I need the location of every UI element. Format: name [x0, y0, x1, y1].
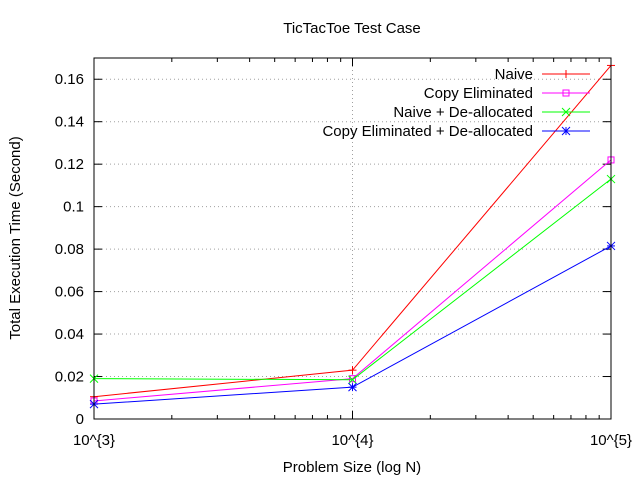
- y-tick-label: 0.14: [55, 114, 84, 131]
- data-point: [348, 375, 357, 385]
- y-tick-label: 0.08: [55, 241, 84, 258]
- legend: Naive Copy Eliminated Naive + De-allocated…: [322, 66, 590, 140]
- y-tick-label: 0.16: [55, 71, 84, 88]
- legend-label: Copy Eliminated: [424, 85, 533, 102]
- series-line: [93, 178, 612, 381]
- axis-ticks: 0 0.02 0.04 0.06 0.08 0.1 0.12 0.14 0.16 10^{3} 10…: [55, 58, 632, 449]
- legend-entry: Copy Eliminated: [424, 85, 590, 102]
- x-axis-label: Problem Size (log N): [283, 459, 421, 476]
- series: [90, 61, 615, 401]
- data-point: [349, 375, 356, 383]
- legend-entry: Copy Eliminated + De-allocated: [322, 123, 590, 140]
- data-point: [562, 89, 570, 97]
- y-tick-label: 0.02: [55, 369, 84, 386]
- data-point: [562, 70, 570, 78]
- grid: [94, 58, 611, 419]
- series-line: [93, 65, 612, 398]
- y-tick-label: 0: [76, 411, 84, 428]
- data-point: [561, 107, 571, 117]
- data-point: [348, 366, 357, 375]
- series-line: [93, 159, 612, 402]
- y-tick-label: 0.06: [55, 284, 84, 301]
- legend-label: Naive: [495, 66, 533, 83]
- x-tick-label: 10^{4}: [331, 432, 373, 449]
- legend-entry: Naive: [495, 66, 590, 83]
- y-axis-label: Total Execution Time (Second): [7, 136, 24, 339]
- x-tick-label: 10^{5}: [590, 432, 632, 449]
- y-tick-label: 0.04: [55, 326, 84, 343]
- y-tick-label: 0.12: [55, 156, 84, 173]
- legend-label: Naive + De-allocated: [393, 104, 533, 121]
- data-point: [561, 126, 571, 136]
- plot-frame: [93, 57, 612, 420]
- legend-entry: Naive + De-allocated: [393, 104, 590, 121]
- legend-label: Copy Eliminated + De-allocated: [322, 123, 533, 140]
- x-tick-label: 10^{3}: [73, 432, 115, 449]
- y-tick-label: 0.1: [63, 199, 84, 216]
- data-point: [348, 382, 357, 392]
- chart-title: TicTacToe Test Case: [283, 20, 421, 37]
